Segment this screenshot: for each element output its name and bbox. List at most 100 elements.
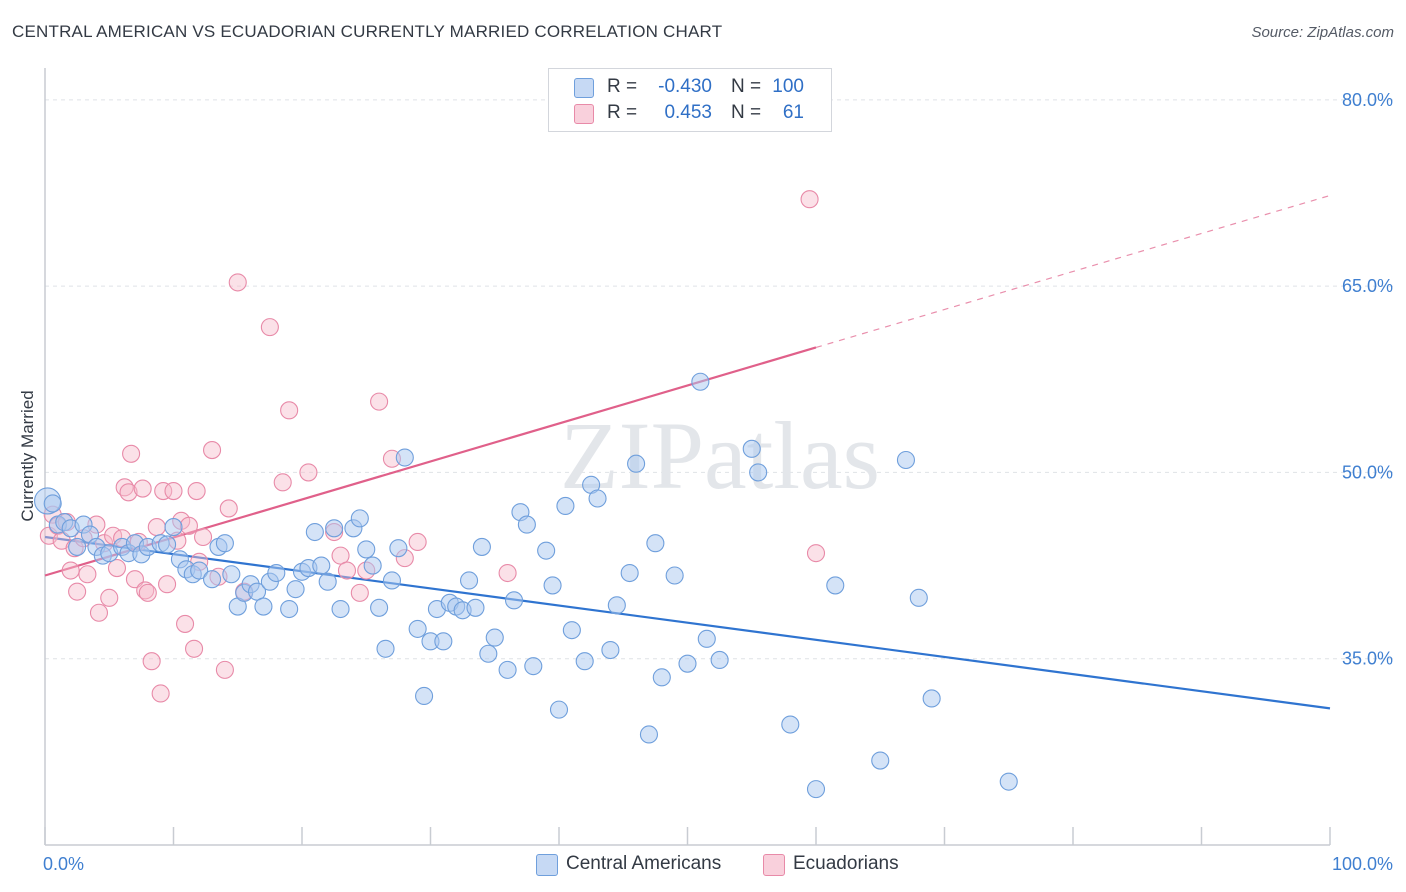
data-point-central-americans — [389, 539, 408, 558]
data-point-central-americans — [697, 629, 716, 648]
data-point-central-americans — [312, 556, 331, 575]
data-point-ecuadorians — [228, 273, 247, 292]
data-point-ecuadorians — [176, 614, 195, 633]
data-point-central-americans — [710, 650, 729, 670]
data-point-ecuadorians — [187, 481, 206, 501]
data-point-central-americans — [158, 535, 177, 554]
legend-swatch-blue — [536, 854, 558, 876]
data-point-central-americans — [607, 596, 626, 615]
legend-swatch-blue — [574, 78, 594, 98]
trend-line-central-americans — [44, 535, 1331, 710]
data-point-central-americans — [331, 599, 350, 619]
data-point-central-americans — [871, 751, 890, 770]
legend-label: Central Americans — [566, 853, 722, 874]
data-point-central-americans — [922, 689, 941, 708]
data-point-central-americans — [459, 571, 479, 590]
data-point-ecuadorians — [138, 583, 157, 602]
data-point-ecuadorians — [61, 561, 80, 580]
data-point-central-americans — [43, 494, 62, 513]
data-point-central-americans — [190, 561, 209, 580]
data-point-central-americans — [742, 439, 761, 458]
axes — [44, 68, 1331, 846]
y-tick-label: 35.0% — [1342, 649, 1393, 669]
legend-n-value: 61 — [782, 102, 804, 123]
data-point-ecuadorians — [179, 516, 198, 535]
data-point-ecuadorians — [215, 660, 234, 679]
data-point-central-americans — [498, 660, 517, 679]
data-point-central-americans — [896, 450, 916, 470]
data-point-ecuadorians — [89, 603, 109, 622]
series-central-americans — [34, 372, 1018, 799]
legend-label: Ecuadorians — [793, 853, 899, 874]
data-point-central-americans — [749, 463, 768, 482]
data-point-central-americans — [504, 591, 524, 610]
legend-r-label: R = — [607, 76, 638, 97]
trend-line-ecuadorians — [44, 346, 817, 577]
watermark: ZIPatlas — [560, 402, 880, 509]
gridlines — [45, 99, 1395, 660]
data-point-ecuadorians — [142, 652, 161, 671]
data-point-ecuadorians — [133, 479, 152, 498]
data-point-ecuadorians — [370, 392, 389, 411]
legend-swatch-pink — [574, 104, 594, 124]
data-point-central-americans — [524, 657, 543, 676]
data-point-ecuadorians — [331, 546, 350, 565]
data-point-central-americans — [215, 534, 234, 553]
y-axis-label: Currently Married — [18, 390, 37, 521]
data-point-central-americans — [408, 619, 427, 638]
data-point-central-americans — [318, 572, 337, 591]
data-point-ecuadorians — [408, 532, 427, 552]
data-point-central-americans — [543, 576, 562, 595]
data-point-central-americans — [665, 566, 684, 585]
legend-r-label: R = — [607, 102, 638, 123]
data-point-central-americans — [652, 668, 671, 687]
series-legend: Central Americans Ecuadorians — [0, 852, 1406, 878]
data-point-ecuadorians — [136, 581, 155, 600]
data-point-central-americans — [395, 448, 414, 467]
trend-lines — [44, 194, 1331, 710]
data-point-ecuadorians — [125, 570, 144, 589]
data-point-central-americans — [627, 454, 646, 473]
data-point-central-americans — [826, 576, 845, 595]
data-point-ecuadorians — [273, 473, 292, 492]
data-point-central-americans — [472, 537, 491, 556]
data-point-ecuadorians — [151, 684, 170, 703]
y-tick-label: 80.0% — [1342, 90, 1393, 110]
data-point-central-americans — [286, 580, 305, 599]
legend-r-value: 0.453 — [664, 102, 712, 123]
data-point-central-americans — [325, 519, 344, 538]
data-point-ecuadorians — [119, 483, 138, 502]
data-point-ecuadorians — [68, 582, 87, 601]
tick-labels: 80.0% 65.0% 50.0% 35.0% 0.0% 100.0% Currently … — [18, 90, 1393, 874]
data-point-ecuadorians — [164, 481, 183, 501]
data-point-central-americans — [376, 639, 395, 658]
legend-swatch-pink — [763, 854, 785, 876]
data-point-central-americans — [350, 509, 369, 528]
data-point-central-americans — [549, 700, 569, 719]
data-point-central-americans — [280, 599, 299, 619]
data-point-central-americans — [247, 582, 267, 601]
legend-row-central-americans: R = -0.430 N = 100 — [549, 75, 831, 101]
data-point-ecuadorians — [100, 588, 119, 607]
data-point-central-americans — [415, 686, 434, 706]
data-point-central-americans — [517, 515, 536, 534]
data-point-ecuadorians — [203, 441, 222, 460]
data-point-central-americans — [479, 644, 498, 663]
data-point-ecuadorians — [337, 561, 357, 580]
data-point-ecuadorians — [185, 639, 204, 658]
source-credit: Source: ZipAtlas.com — [1251, 24, 1394, 41]
data-point-central-americans — [556, 496, 575, 516]
data-point-ecuadorians — [806, 544, 826, 563]
data-point-central-americans — [357, 540, 376, 559]
x-tick-label: 100.0% — [1332, 854, 1393, 874]
data-point-central-americans — [909, 588, 928, 607]
data-point-central-americans — [601, 640, 620, 660]
data-point-central-americans — [781, 715, 800, 734]
data-point-ecuadorians — [280, 401, 299, 420]
legend-n-value: 100 — [772, 76, 804, 97]
data-point-central-americans — [575, 652, 594, 671]
data-point-central-americans — [68, 537, 87, 556]
data-point-ecuadorians — [194, 527, 213, 547]
data-point-central-americans — [203, 570, 222, 589]
